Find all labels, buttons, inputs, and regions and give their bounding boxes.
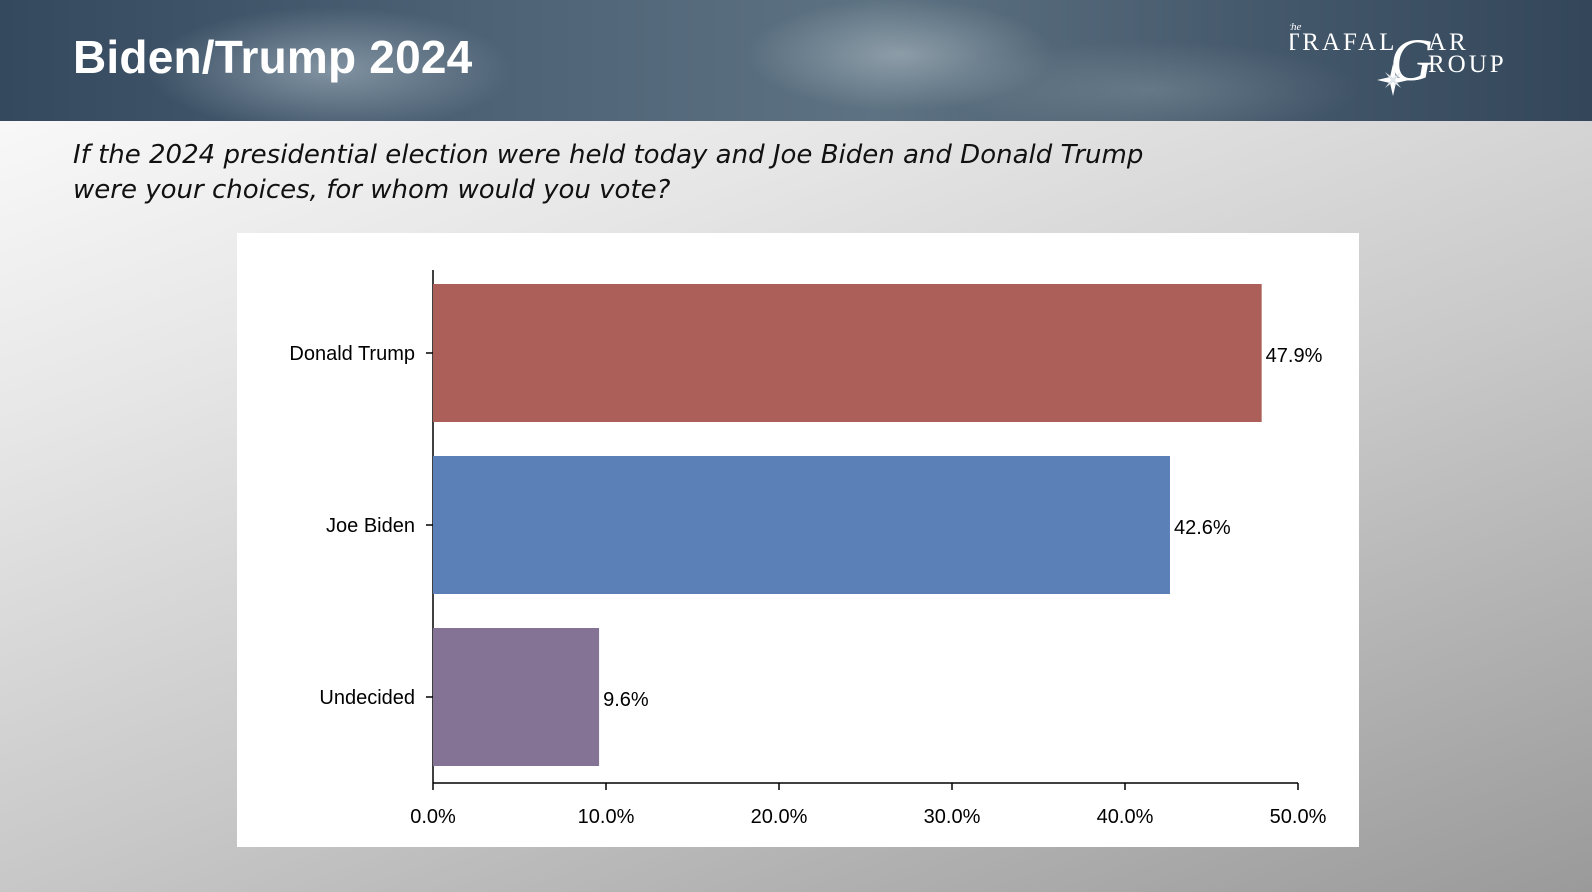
svg-text:TRAFAL: TRAFAL: [1290, 29, 1397, 56]
svg-text:the: the: [1290, 21, 1302, 33]
value-label-0: 47.9%: [1266, 345, 1323, 367]
x-tick-label-2: 20.0%: [751, 806, 808, 828]
bar-2: [433, 628, 600, 766]
x-tick-label-5: 50.0%: [1270, 806, 1327, 828]
bar-0: [433, 284, 1262, 422]
category-label-2: Undecided: [319, 687, 415, 709]
category-label-0: Donald Trump: [289, 343, 415, 365]
x-tick-label-0: 0.0%: [410, 806, 456, 828]
category-label-1: Joe Biden: [326, 515, 415, 537]
value-label-2: 9.6%: [603, 689, 649, 711]
x-tick-label-3: 30.0%: [924, 806, 981, 828]
trafalgar-group-logo: the TRAFAL G AR ROUP: [1290, 21, 1507, 96]
page-title: Biden/Trump 2024: [73, 31, 473, 83]
svg-text:AR: AR: [1428, 29, 1469, 56]
header-banner: Biden/Trump 2024 the TRAFAL G AR ROUP: [0, 0, 1592, 121]
x-tick-label-4: 40.0%: [1097, 806, 1154, 828]
bar-chart: Donald Trump 47.9% Joe Biden 42.6% Undecided…: [289, 270, 1327, 828]
compass-star-icon: [1377, 64, 1409, 96]
value-label-1: 42.6%: [1174, 517, 1231, 539]
bar-1: [433, 456, 1170, 594]
survey-question: If the 2024 presidential election were h…: [73, 140, 1144, 205]
x-tick-label-1: 10.0%: [578, 806, 635, 828]
chart-panel: Donald Trump 47.9% Joe Biden 42.6% Undecided…: [237, 233, 1359, 847]
svg-text:ROUP: ROUP: [1428, 51, 1507, 78]
